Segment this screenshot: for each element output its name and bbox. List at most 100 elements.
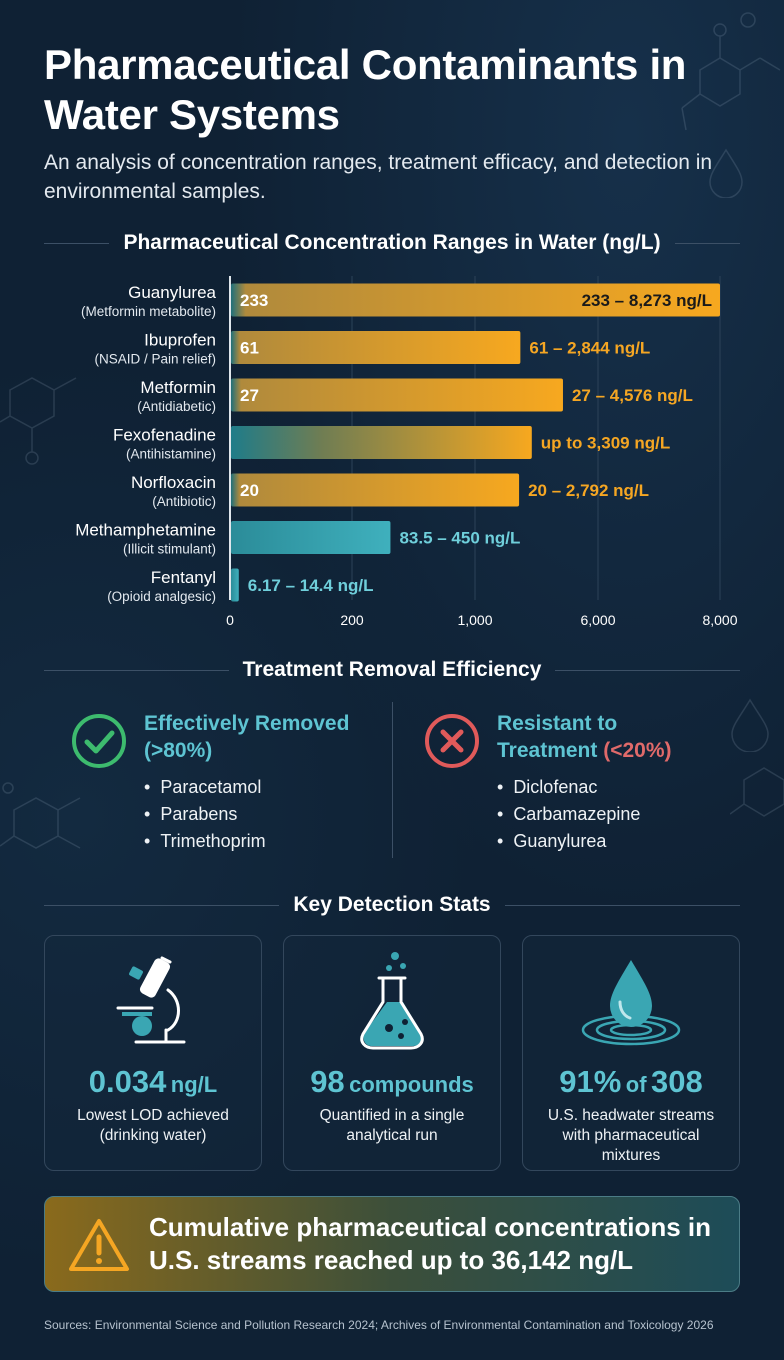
bar-range-label: up to 3,309 ng/L [541,434,670,453]
water-drop-decoration [731,698,769,752]
chart-title: Pharmaceutical Concentration Ranges in W… [123,231,661,254]
x-tick-label: 200 [340,612,364,628]
stats-section-header: Key Detection Stats [44,890,741,920]
category-name: Norfloxacin [131,473,216,492]
category-subtitle: (Antidiabetic) [137,399,216,414]
stat-caption: Lowest LOD achieved (drinking water) [77,1107,229,1144]
stat-number: 0.034 [88,1064,167,1099]
bar-row: Ibuprofen (NSAID / Pain relief) 61 61 – 2,8… [94,331,650,367]
microscope-icon [116,956,186,1044]
x-circle-icon [425,714,479,768]
resistant-list: Diclofenac Carbamazepine Guanylurea [497,774,640,855]
list-item: Diclofenac [497,774,640,801]
resistant-title-line2: Treatment [497,739,598,762]
bar-range-label: 6.17 – 14.4 ng/L [248,576,374,595]
chart-x-ticks: 0 200 1,000 6,000 8,000 [226,612,738,628]
bar-min-label: 233 [240,291,268,310]
resistant-title: Resistant to Treatment (<20%) [497,710,757,764]
category-name: Fexofenadine [113,426,216,445]
concentration-bar-chart: Guanylurea (Metformin metabolite) 233 233 –… [75,276,738,628]
x-tick-label: 6,000 [580,612,615,628]
resistant-panel: Resistant to Treatment (<20%) Diclofenac… [423,710,743,860]
stat-number: 91% [559,1064,622,1099]
stat-number-secondary: 308 [650,1064,703,1099]
bar [231,473,520,507]
stats-heading: Key Detection Stats [293,893,491,916]
divider [44,669,229,671]
page-title: Pharmaceutical Contaminants in Water Sys… [44,41,687,138]
x-tick-label: 0 [226,612,234,628]
category-subtitle: (Metformin metabolite) [81,304,216,319]
removed-list: Paracetamol Parabens Trimethoprim [144,774,266,855]
bar-range-label: 27 – 4,576 ng/L [572,386,693,405]
bar-row: Guanylurea (Metformin metabolite) 233 233 –… [81,283,720,319]
flask-icon [360,952,424,1050]
bar-range-label: 233 – 8,273 ng/L [582,291,712,310]
stat-value: 98 compounds [284,1064,500,1100]
effectively-removed-panel: Effectively Removed (>80%) Paracetamol P… [70,710,390,860]
bar-range-label: 61 – 2,844 ng/L [529,339,650,358]
bar-row: Metformin (Antidiabetic) 27 27 – 4,576 ng/L [137,378,693,414]
bar-range-label: 20 – 2,792 ng/L [528,481,649,500]
list-item: Trimethoprim [144,828,265,855]
removed-qualifier: (>80%) [144,739,213,762]
card-icon-wrap [284,950,500,1050]
bar [231,521,391,554]
list-item: Guanylurea [497,828,640,855]
x-tick-label: 8,000 [702,612,737,628]
bar [231,331,521,364]
divider [555,669,740,671]
chart-bars: Guanylurea (Metformin metabolite) 233 233 –… [75,283,720,604]
cumulative-concentration-callout: Cumulative pharmaceutical concentrations… [44,1196,740,1292]
bar-row: Fentanyl (Opioid analgesic) 6.17 – 14.4 ng… [107,568,373,604]
category-name: Methamphetamine [75,521,216,540]
category-subtitle: (NSAID / Pain relief) [94,352,216,367]
stat-caption: U.S. headwater streams with pharmaceutic… [547,1107,715,1164]
bar-min-label: 27 [240,386,259,405]
bar-row: Methamphetamine (Illicit stimulant) 83.5 –… [75,521,520,557]
stat-number: 98 [310,1064,345,1099]
stat-unit: of [625,1072,647,1097]
page-subtitle: An analysis of concentration ranges, tre… [44,151,713,203]
bar [231,378,563,412]
category-name: Metformin [140,378,216,397]
molecule-decoration-left [0,377,77,465]
warning-icon [69,1219,129,1271]
stat-unit: compounds [349,1072,474,1097]
stat-value: 91% of 308 [523,1064,739,1100]
list-item: Carbamazepine [497,801,640,828]
stat-card-compounds: 98 compounds Quantified in a single anal… [283,935,501,1171]
column-divider [392,702,393,858]
bar-min-label: 61 [240,339,259,358]
removed-title: Effectively Removed (>80%) [144,710,404,764]
divider [504,904,741,906]
category-subtitle: (Opioid analgesic) [107,589,216,604]
stat-unit: ng/L [170,1072,218,1097]
divider [44,242,110,244]
resistant-title-line1: Resistant to [497,712,618,735]
category-subtitle: (Illicit stimulant) [123,542,216,557]
divider [44,904,280,906]
molecule-decoration-left-lower [0,782,81,849]
check-circle-icon [72,714,126,768]
card-icon-wrap [523,950,739,1050]
resistant-qualifier: (<20%) [603,739,672,762]
stat-caption: Quantified in a single analytical run [319,1107,465,1144]
bar-row: Norfloxacin (Antibiotic) 20 20 – 2,792 ng/L [131,473,649,509]
callout-text: Cumulative pharmaceutical concentrations… [149,1212,712,1275]
molecule-decoration-right [730,767,784,817]
category-name: Guanylurea [128,283,216,302]
divider [674,242,741,244]
water-drop-icon [581,960,681,1046]
bar-row: Fexofenadine (Antihistamine) up to 3,309 n… [113,426,670,462]
category-name: Ibuprofen [144,331,216,350]
card-icon-wrap [45,950,261,1050]
stat-value: 0.034 ng/L [45,1064,261,1100]
bar-min-label: 20 [240,481,259,500]
bar [231,568,239,602]
removed-title-text: Effectively Removed [144,712,350,735]
list-item: Paracetamol [144,774,266,801]
list-item: Parabens [144,801,266,828]
molecule-decoration-top-right [681,12,781,131]
chart-section-header: Pharmaceutical Concentration Ranges in W… [44,228,741,258]
